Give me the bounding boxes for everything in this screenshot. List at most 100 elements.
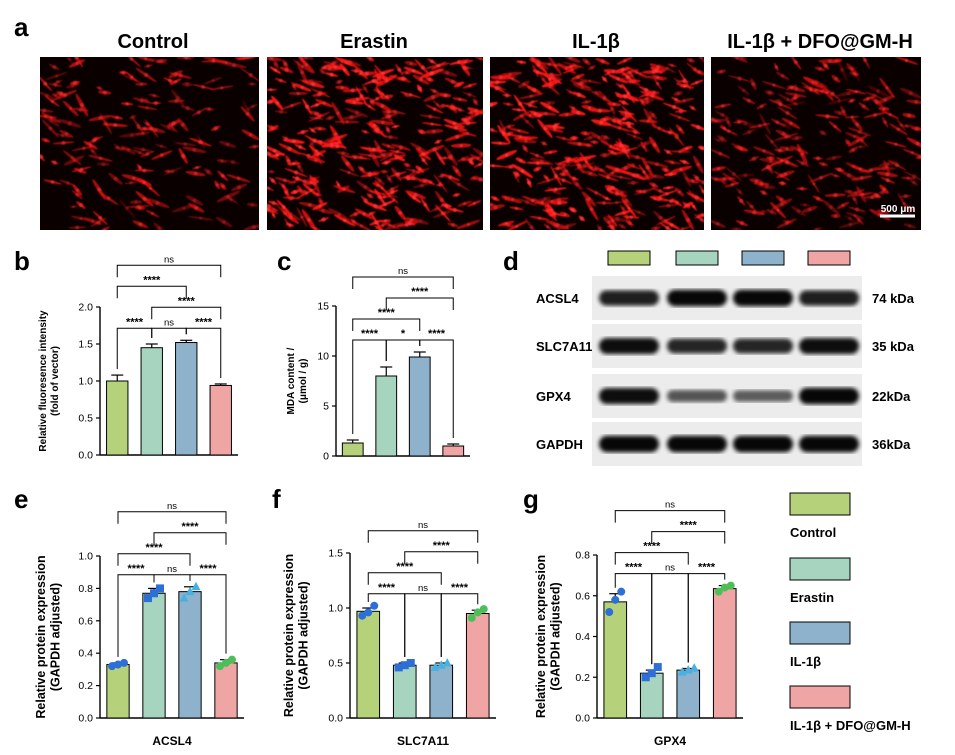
panel-label-d: d <box>503 246 519 276</box>
micrograph-title-il1b-dfo: IL-1β + DFO@GM-H <box>727 31 913 53</box>
data-point <box>689 663 699 672</box>
significance-bracket: **** <box>419 328 454 438</box>
y-tick-label: 0.8 <box>575 550 590 562</box>
legend-label: IL-1β + DFO@GM-H <box>790 718 911 733</box>
significance-label: **** <box>698 562 716 574</box>
micrograph-title-il1b: IL-1β <box>572 31 620 53</box>
blot-band <box>599 387 659 405</box>
data-point <box>726 581 735 590</box>
legend-entry-1: Control <box>789 492 851 540</box>
significance-label: ns <box>665 563 675 574</box>
chart-f: 0.0 0.5 1.0 1.5 Relative protein expression(… <box>282 520 496 748</box>
significance-label: **** <box>378 582 396 594</box>
y-tick-label: 0 <box>323 451 329 463</box>
bar-4 <box>209 384 232 456</box>
panel-label-b: b <box>14 246 30 276</box>
error-bar-4 <box>447 443 460 446</box>
blot-band <box>667 435 727 453</box>
data-point <box>400 661 409 670</box>
data-point <box>647 669 656 678</box>
data-point <box>114 660 122 669</box>
significance-bracket: **** <box>614 541 689 565</box>
micrograph-title-control: Control <box>117 31 188 53</box>
micrograph-1 <box>40 57 259 230</box>
data-point <box>430 662 440 671</box>
significance-bracket: ns <box>352 266 454 289</box>
significance-label: **** <box>145 542 163 554</box>
bar-2 <box>392 664 417 719</box>
blot-band <box>599 337 659 355</box>
error-bar-1 <box>346 439 359 443</box>
band-size-label: 74 kDa <box>872 291 915 306</box>
bar-4 <box>465 613 490 719</box>
significance-label: ns <box>164 317 174 328</box>
x-axis-label: SLC7A11 <box>397 734 449 748</box>
data-point <box>358 611 367 620</box>
data-point <box>605 608 614 617</box>
significance-label: ns <box>418 520 428 531</box>
y-tick-label: 0.5 <box>78 413 93 425</box>
significance-label: **** <box>625 562 643 574</box>
legend-swatch <box>789 621 851 645</box>
y-tick-label: 0.5 <box>328 658 343 670</box>
data-point <box>179 593 189 602</box>
y-tick-label: 0.2 <box>78 680 93 692</box>
micrograph-4 <box>711 57 921 230</box>
data-point <box>120 658 128 667</box>
data-point <box>394 663 403 672</box>
micrograph-row <box>40 57 921 230</box>
error-bar-3 <box>413 351 426 357</box>
significance-label: ns <box>398 266 408 277</box>
data-point <box>108 662 116 671</box>
blot-row-gapdh: GAPDH 36kDa <box>536 422 911 466</box>
data-point <box>364 608 373 617</box>
significance-bracket: ns <box>404 583 442 657</box>
y-tick-label: 2.0 <box>78 302 93 314</box>
y-tick-label: 0.4 <box>78 648 93 660</box>
y-tick-label: 1.5 <box>78 339 93 351</box>
bar-1 <box>106 664 130 719</box>
bar-4 <box>442 445 465 457</box>
significance-label: **** <box>680 520 698 532</box>
data-point <box>611 595 620 604</box>
bar-1 <box>603 601 628 719</box>
error-bar-2 <box>145 343 158 348</box>
panel-label-e: e <box>14 484 28 514</box>
blot-band <box>799 435 859 453</box>
blot-band <box>599 290 659 306</box>
y-tick-label: 0.0 <box>78 450 93 462</box>
bar-2 <box>142 592 166 719</box>
blot-row-slc7a11: SLC7A11 35 kDa <box>536 324 915 368</box>
legend-label: Control <box>790 525 836 540</box>
y-axis-label: (GAPDH adjusted) <box>48 583 62 691</box>
data-point <box>720 583 729 592</box>
significance-bracket: ns <box>151 317 187 338</box>
chart-e: 0.0 0.2 0.4 0.6 0.8 1.0 Relative protein expre… <box>34 501 244 748</box>
significance-bracket: ns <box>367 520 479 543</box>
y-tick-label: 5 <box>323 401 329 413</box>
significance-label: **** <box>378 307 396 319</box>
significance-label: ns <box>665 500 675 511</box>
error-bar-1 <box>111 374 124 381</box>
blot-band <box>733 338 793 354</box>
legend-entry-2: Erastin <box>789 557 851 605</box>
bar-4 <box>214 662 238 719</box>
data-point <box>222 658 230 667</box>
significance-label: ns <box>418 583 428 594</box>
y-tick-label: 0.6 <box>78 615 93 627</box>
micrograph-cells <box>267 57 483 230</box>
significance-bracket: ns <box>614 500 726 523</box>
y-tick-label: 15 <box>317 301 329 313</box>
protein-label: GAPDH <box>536 437 583 452</box>
micrograph-3 <box>490 57 704 230</box>
data-point <box>150 589 158 598</box>
y-tick-label: 1.5 <box>328 548 343 560</box>
blot-band <box>667 389 727 403</box>
data-point <box>479 605 488 614</box>
y-tick-label: 0.0 <box>575 713 590 725</box>
bar-3 <box>175 342 198 456</box>
blot-band <box>799 290 859 306</box>
legend-label: Erastin <box>790 590 834 605</box>
significance-bracket: **** <box>153 521 227 545</box>
